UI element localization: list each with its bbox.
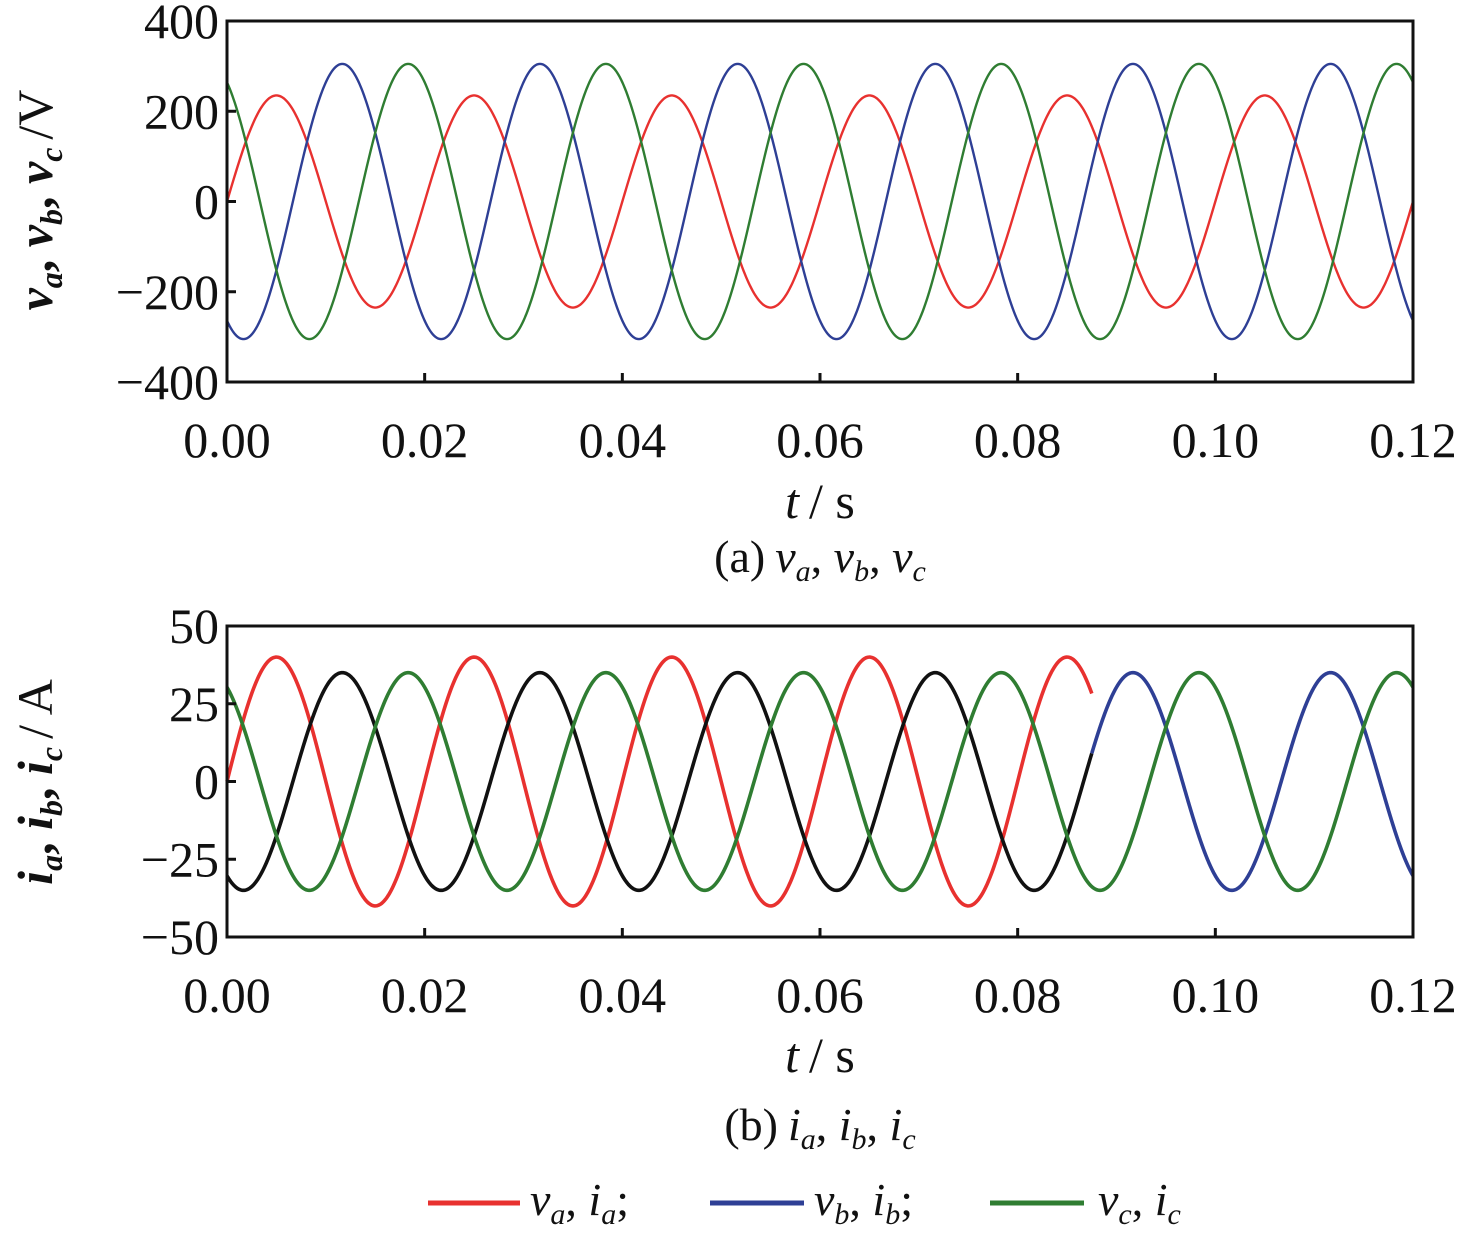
legend-item-b: vb, ib; [710,1174,913,1231]
current-chart-caption: (b) ia, ib, ic [724,1099,915,1156]
current-x-tick-label: 0.04 [579,967,667,1023]
current-x-tick-label: 0.10 [1172,967,1260,1023]
voltage-y-tick-label: 200 [144,83,219,139]
current-y-axis-label: ia, ib, ic/ A [7,679,69,885]
voltage-chart-caption: (a) va, vb, vc [714,531,926,588]
voltage-x-tick-label: 0.06 [776,412,864,468]
voltage-x-tick-label: 0.10 [1172,412,1260,468]
voltage-x-ticks: 0.00 0.02 0.04 0.06 0.08 0.10 0.12 [183,373,1457,468]
legend-item-c: vc, ic [990,1174,1181,1231]
current-y-tick-label: 0 [194,754,219,810]
current-x-ticks: 0.00 0.02 0.04 0.06 0.08 0.10 0.12 [183,928,1457,1023]
voltage-y-tick-label: 400 [144,0,219,49]
current-y-ticks: 50 25 0 −25 −50 [141,598,236,965]
voltage-x-tick-label: 0.12 [1369,412,1457,468]
voltage-y-ticks: 400 200 0 −200 −400 [116,0,236,410]
voltage-y-tick-label: −400 [116,354,219,410]
voltage-x-tick-label: 0.00 [183,412,271,468]
voltage-x-tick-label: 0.08 [974,412,1062,468]
voltage-traces [225,62,1415,341]
voltage-y-tick-label: −200 [116,264,219,320]
voltage-series-0 [225,94,1415,309]
current-series-1 [225,670,1094,893]
current-x-tick-label: 0.12 [1369,967,1457,1023]
current-x-axis-label: t / s [785,1027,855,1083]
voltage-series-1 [225,62,1415,341]
voltage-y-tick-label: 0 [194,174,219,230]
legend-label-c: vc, ic [1098,1174,1181,1231]
current-x-tick-label: 0.02 [381,967,469,1023]
current-series-3 [225,670,1415,893]
current-x-tick-label: 0.06 [776,967,864,1023]
voltage-x-tick-label: 0.02 [381,412,469,468]
legend: va, ia; vb, ib; vc, ic [428,1174,1181,1231]
legend-item-a: va, ia; [428,1174,629,1231]
voltage-chart: 0.00 0.02 0.04 0.06 0.08 0.10 0.12 400 200 0 −200… [7,0,1457,588]
current-chart: 0.00 0.02 0.04 0.06 0.08 0.10 0.12 50 25 0 −25 −50… [7,598,1457,1156]
voltage-series-2 [225,62,1415,341]
voltage-x-axis-label: t / s [785,473,855,529]
current-x-tick-label: 0.08 [974,967,1062,1023]
current-y-tick-label: −25 [141,831,219,887]
voltage-x-tick-label: 0.04 [579,412,667,468]
legend-label-a: va, ia; [530,1174,629,1231]
voltage-y-axis-label: va, vb, vc/V [7,90,69,311]
current-y-tick-label: −50 [141,909,219,965]
current-series-2 [1090,670,1415,893]
current-y-tick-label: 50 [169,598,219,654]
current-traces [225,655,1415,908]
current-series-0 [225,655,1094,908]
legend-label-b: vb, ib; [814,1174,913,1231]
current-y-tick-label: 25 [169,676,219,732]
current-x-tick-label: 0.00 [183,967,271,1023]
